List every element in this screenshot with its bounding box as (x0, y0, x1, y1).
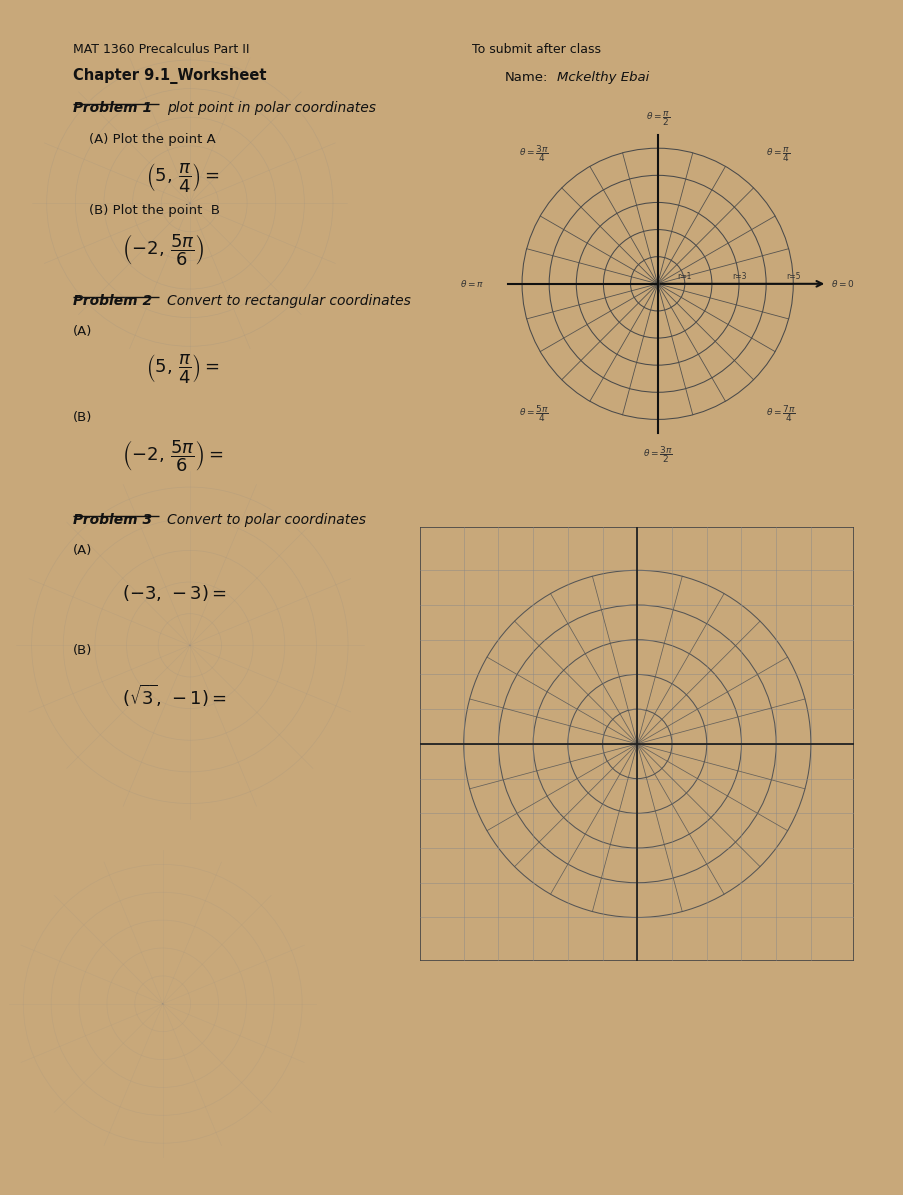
Text: $\left(-2,\,\dfrac{5\pi}{6}\right)$: $\left(-2,\,\dfrac{5\pi}{6}\right)$ (122, 233, 204, 268)
Text: $\theta=\dfrac{7\pi}{4}$: $\theta=\dfrac{7\pi}{4}$ (766, 403, 795, 424)
Text: MAT 1360 Precalculus Part II: MAT 1360 Precalculus Part II (73, 43, 249, 55)
Text: (A) Plot the point A: (A) Plot the point A (89, 134, 216, 147)
Text: To submit after class: To submit after class (471, 43, 600, 55)
Text: plot point in polar coordinates: plot point in polar coordinates (167, 100, 376, 115)
Text: (B) Plot the point  B: (B) Plot the point B (89, 204, 220, 217)
Text: Convert to polar coordinates: Convert to polar coordinates (167, 514, 366, 527)
Text: $\theta=\pi$: $\theta=\pi$ (460, 278, 484, 289)
Text: $\theta=0$: $\theta=0$ (831, 278, 854, 289)
Text: $\left(5,\,\dfrac{\pi}{4}\right) =$: $\left(5,\,\dfrac{\pi}{4}\right) =$ (146, 161, 219, 195)
Text: $\theta=\dfrac{\pi}{4}$: $\theta=\dfrac{\pi}{4}$ (766, 146, 789, 165)
Text: $\left(-2,\,\dfrac{5\pi}{6}\right) =$: $\left(-2,\,\dfrac{5\pi}{6}\right) =$ (122, 439, 223, 474)
Text: r=1: r=1 (677, 271, 691, 281)
Text: $(\sqrt{3},\,-1) =$: $(\sqrt{3},\,-1) =$ (122, 684, 227, 710)
Text: Mckelthy Ebai: Mckelthy Ebai (556, 71, 649, 84)
Text: (A): (A) (73, 544, 92, 557)
Text: $(-3,\,-3) =$: $(-3,\,-3) =$ (122, 583, 227, 603)
Text: $\theta=\dfrac{3\pi}{2}$: $\theta=\dfrac{3\pi}{2}$ (642, 443, 672, 465)
Text: $\theta=\dfrac{3\pi}{4}$: $\theta=\dfrac{3\pi}{4}$ (519, 143, 548, 165)
Text: (B): (B) (73, 644, 92, 657)
Text: Problem 2: Problem 2 (73, 294, 157, 308)
Text: Name:: Name: (504, 71, 547, 84)
Text: (A): (A) (73, 325, 92, 337)
Text: Problem 1: Problem 1 (73, 100, 157, 115)
Text: $\theta=\dfrac{5\pi}{4}$: $\theta=\dfrac{5\pi}{4}$ (519, 403, 548, 424)
Text: Convert to rectangular coordinates: Convert to rectangular coordinates (167, 294, 410, 308)
Text: $\left(5,\,\dfrac{\pi}{4}\right) =$: $\left(5,\,\dfrac{\pi}{4}\right) =$ (146, 353, 219, 386)
Text: (B): (B) (73, 411, 92, 424)
Text: Problem 3: Problem 3 (73, 514, 157, 527)
Text: Chapter 9.1_Worksheet: Chapter 9.1_Worksheet (73, 68, 266, 84)
Text: r=3: r=3 (731, 271, 746, 281)
Text: $\theta=\dfrac{\pi}{2}$: $\theta=\dfrac{\pi}{2}$ (645, 109, 669, 128)
Text: r=5: r=5 (785, 271, 800, 281)
